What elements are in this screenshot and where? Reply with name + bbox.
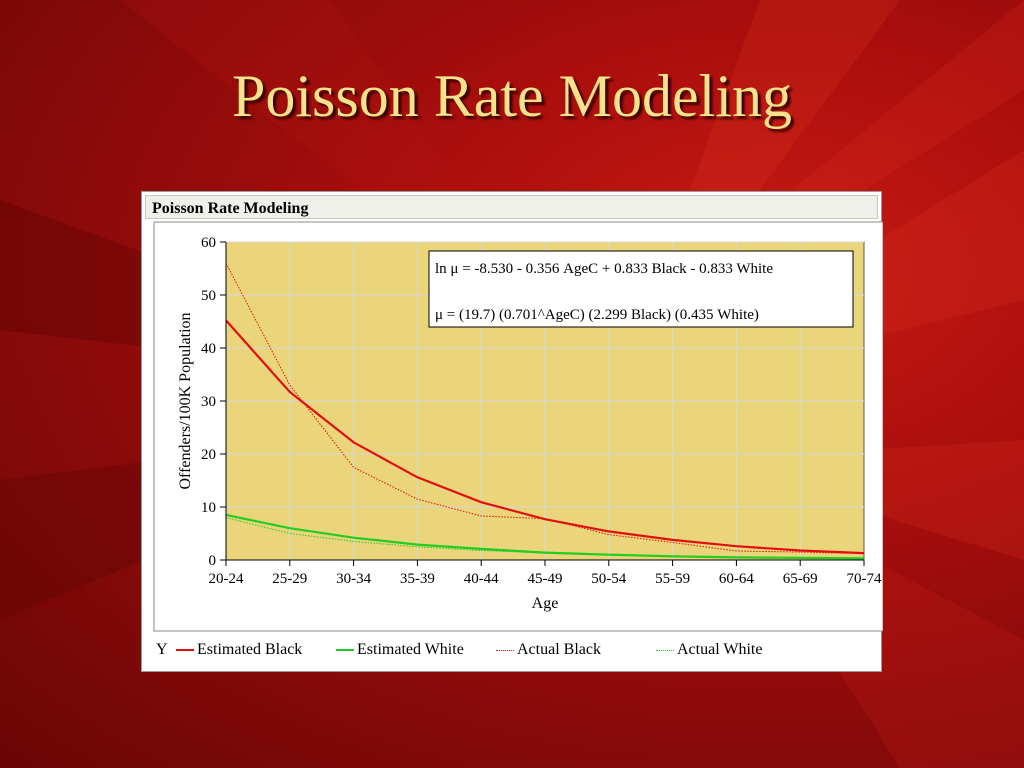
x-tick-label-20-24: 20-24 [209,571,244,587]
equation-line-2: μ = (19.7) (0.701^AgeC) (2.299 Black) (0… [435,307,759,323]
legend-item-actual-white: Actual White [656,641,762,659]
equation-box-frame [428,250,854,328]
x-tick-label-50-54: 50-54 [591,571,626,587]
legend-swatch-estimated-black [176,649,194,651]
y-tick-group: 0 10 20 30 40 50 60 [201,235,226,569]
legend-item-actual-black: Actual Black [496,641,601,659]
series-line-actual-white [225,517,865,559]
x-axis-label: Age [532,595,559,612]
series-group [225,262,865,560]
x-tick-label-45-49: 45-49 [528,571,563,587]
y-tick-label-20: 20 [201,447,216,463]
panel-header: Poisson Rate Modeling [145,195,878,219]
y-tick-label-40: 40 [201,341,216,357]
x-tick-label-65-69: 65-69 [783,571,818,587]
legend: Y Estimated Black Estimated White Actual… [156,641,876,661]
series-line-estimated-black [225,319,865,555]
equation-line-1: ln μ = -8.530 - 0.356 AgeC + 0.833 Black… [435,261,773,277]
legend-swatch-estimated-white [336,649,354,651]
legend-swatch-actual-white [656,649,674,651]
equation-box: ln μ = -8.530 - 0.356 AgeC + 0.833 Black… [428,250,854,328]
y-tick-label-30: 30 [201,394,216,410]
slide-title: Poisson Rate Modeling [231,63,792,129]
y-tick-label-50: 50 [201,288,216,304]
chart-panel: Poisson Rate Modeling 0 10 20 30 40 50 60 20-2… [141,191,883,672]
x-tick-label-55-59: 55-59 [655,571,690,587]
legend-label-actual-black: Actual Black [517,641,601,658]
x-tick-label-25-29: 25-29 [272,571,307,587]
y-tick-label-0: 0 [209,553,217,569]
legend-title: Y [156,641,168,658]
x-tick-label-70-74: 70-74 [847,571,882,587]
y-tick-label-10: 10 [201,500,216,516]
y-tick-label-60: 60 [201,235,216,251]
legend-swatch-actual-black [496,649,514,651]
x-tick-label-35-39: 35-39 [400,571,435,587]
legend-label-actual-white: Actual White [677,641,763,658]
series-line-actual-black [225,262,865,555]
x-tick-label-30-34: 30-34 [336,571,371,587]
legend-item-estimated-white: Estimated White [336,641,464,659]
x-tick-label-40-44: 40-44 [464,571,499,587]
legend-item-estimated-black: Estimated Black [176,641,302,659]
x-tick-group: 20-24 25-29 30-34 35-39 40-44 45-49 50-54 55-59… [209,560,882,587]
y-axis-label: Offenders/100K Population [177,312,194,489]
x-tick-label-60-64: 60-64 [719,571,754,587]
legend-label-estimated-black: Estimated Black [197,641,303,658]
legend-label-estimated-white: Estimated White [357,641,464,658]
line-chart: 0 10 20 30 40 50 60 20-24 25-29 30-34 35-39 40-44 4… [153,221,883,632]
